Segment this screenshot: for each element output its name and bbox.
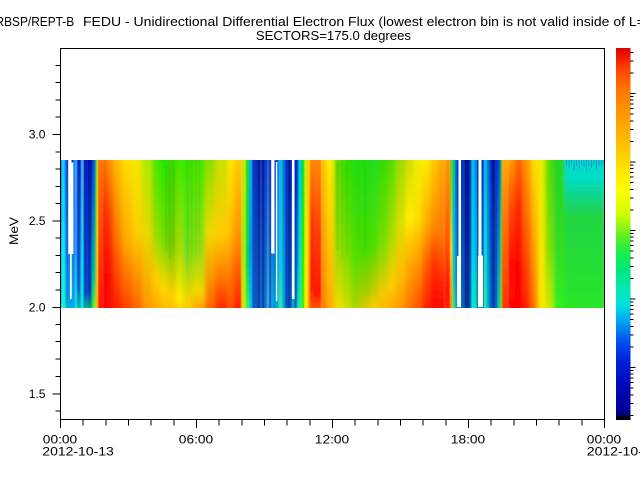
- svg-text:MeV: MeV: [7, 216, 21, 245]
- svg-text:FEDU - Unidirectional Differen: FEDU - Unidirectional Differential Elect…: [83, 14, 640, 29]
- svg-text:2.5: 2.5: [29, 214, 46, 228]
- svg-text:12:00: 12:00: [315, 433, 350, 447]
- svg-text:3.0: 3.0: [29, 128, 46, 142]
- svg-text:SECTORS=175.0 degrees: SECTORS=175.0 degrees: [256, 28, 411, 43]
- svg-text:00:00: 00:00: [587, 433, 622, 447]
- svg-text:2012-10-14: 2012-10-14: [587, 444, 640, 458]
- svg-text:2.0: 2.0: [29, 301, 46, 315]
- svg-text:RBSP/REPT-B: RBSP/REPT-B: [0, 14, 74, 29]
- svg-text:00:00: 00:00: [43, 433, 78, 447]
- svg-text:06:00: 06:00: [179, 433, 214, 447]
- svg-text:18:00: 18:00: [451, 433, 486, 447]
- svg-text:1.5: 1.5: [29, 387, 46, 401]
- svg-text:2012-10-13: 2012-10-13: [42, 444, 114, 458]
